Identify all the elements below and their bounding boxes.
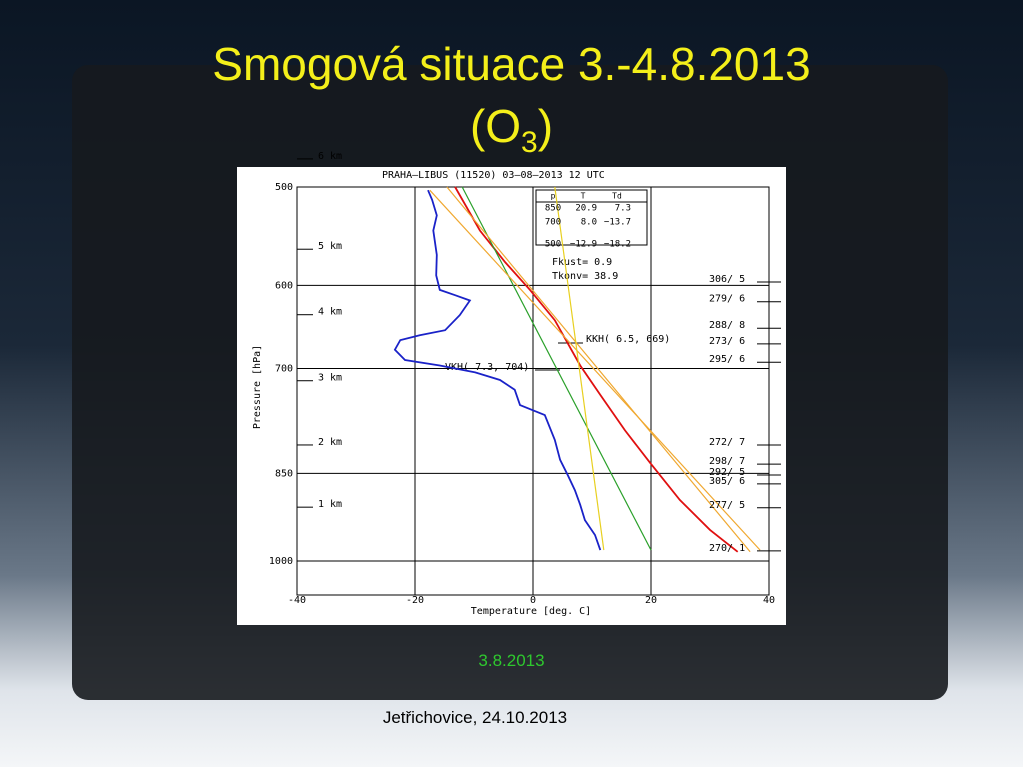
table-frame bbox=[535, 189, 648, 246]
annotation: VKH( 7.3, 704) bbox=[445, 362, 529, 373]
height-label: 6 km bbox=[318, 151, 342, 162]
table-cell: 500 bbox=[545, 240, 561, 250]
height-label: 3 km bbox=[318, 373, 342, 384]
table-header: p bbox=[551, 192, 556, 201]
footer: Jetřichovice, 24.10.2013 bbox=[382, 708, 568, 727]
series-line bbox=[446, 186, 751, 553]
subtitle-part: (O bbox=[469, 100, 522, 152]
subtitle-part: ) bbox=[537, 100, 554, 152]
subtitle-sub: 3 bbox=[521, 126, 538, 160]
wind-label: 298/ 7 bbox=[709, 456, 745, 467]
y-tick-label: 850 bbox=[275, 468, 293, 479]
wind-label: 273/ 6 bbox=[709, 336, 745, 347]
y-tick-label: 500 bbox=[275, 182, 293, 193]
y-axis-label: Pressure [hPa] bbox=[252, 345, 263, 429]
table-cell: 8.0 bbox=[581, 218, 597, 228]
y-tick-label: 700 bbox=[275, 364, 293, 375]
table-cell: 7.3 bbox=[615, 204, 631, 214]
series-line bbox=[454, 186, 739, 553]
height-label: 5 km bbox=[318, 241, 342, 252]
annotation: KKH( 6.5, 669) bbox=[586, 334, 670, 345]
table-cell: −13.7 bbox=[604, 218, 631, 228]
table-header: T bbox=[581, 192, 586, 201]
series-line bbox=[554, 186, 605, 551]
index: Fkust= 0.9 bbox=[552, 257, 612, 268]
series-line bbox=[429, 189, 761, 551]
table-header: Td bbox=[612, 192, 622, 201]
height-label: 1 km bbox=[318, 499, 342, 510]
series-line bbox=[393, 189, 602, 551]
table-cell: 20.9 bbox=[575, 204, 597, 214]
table-cell: −18.2 bbox=[604, 240, 631, 250]
x-tick-label: 20 bbox=[645, 595, 657, 606]
height-label: 2 km bbox=[318, 437, 342, 448]
wind-label: 288/ 8 bbox=[709, 320, 745, 331]
wind-label: 279/ 6 bbox=[709, 294, 745, 305]
x-tick-label: 40 bbox=[763, 595, 775, 606]
caption: 3.8.2013 bbox=[478, 651, 545, 670]
wind-label: 292/ 5 bbox=[709, 467, 745, 478]
x-tick-label: -20 bbox=[406, 595, 424, 606]
table-cell: −12.9 bbox=[570, 240, 597, 250]
slide-subtitle: (O3) bbox=[0, 100, 1023, 169]
x-tick-label: -40 bbox=[288, 595, 306, 606]
wind-label: 305/ 6 bbox=[709, 476, 745, 487]
height-label: 4 km bbox=[318, 307, 342, 318]
y-tick-label: 600 bbox=[275, 280, 293, 291]
x-tick-label: 0 bbox=[530, 595, 536, 606]
chart-background bbox=[237, 167, 786, 625]
wind-label: 277/ 5 bbox=[709, 500, 745, 511]
y-tick-label: 1000 bbox=[269, 556, 293, 567]
wind-label: 270/ 1 bbox=[709, 543, 745, 554]
chart-title: PRAHA—LIBUS (11520) 03—08—2013 12 UTC bbox=[382, 170, 605, 181]
table-cell: 850 bbox=[545, 204, 561, 214]
index: Tkonv= 38.9 bbox=[552, 271, 618, 282]
x-axis-label: Temperature [deg. C] bbox=[471, 606, 591, 617]
slide-title: Smogová situace 3.-4.8.2013 bbox=[212, 38, 811, 90]
series-line bbox=[461, 186, 652, 551]
wind-label: 295/ 6 bbox=[709, 354, 745, 365]
table-cell: 700 bbox=[545, 218, 561, 228]
wind-label: 272/ 7 bbox=[709, 437, 745, 448]
wind-label: 306/ 5 bbox=[709, 274, 745, 285]
